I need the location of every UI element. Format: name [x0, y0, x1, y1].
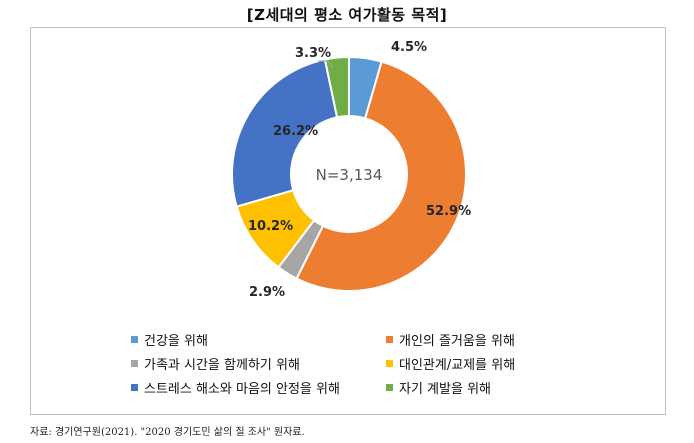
- legend-item: 건강을 위해: [131, 330, 208, 349]
- legend-swatch: [131, 336, 138, 343]
- donut-chart: 4.5% 52.9% 2.9% 10.2% 26.2% 3.3% N=3,134: [231, 40, 471, 300]
- donut-slice: [295, 60, 468, 292]
- data-label: 3.3%: [295, 46, 331, 61]
- leader-line: [318, 60, 334, 69]
- legend-swatch: [131, 360, 138, 367]
- center-label: N=3,134: [316, 166, 383, 184]
- legend-item: 개인의 즐거움을 위해: [386, 330, 515, 349]
- legend-label: 가족과 시간을 함께하기 위해: [144, 358, 300, 373]
- legend-item: 대인관계/교제를 위해: [386, 354, 515, 373]
- data-label: 26.2%: [273, 124, 318, 139]
- data-label: 52.9%: [426, 204, 471, 219]
- legend-label: 스트레스 해소와 마음의 안정을 위해: [144, 382, 340, 397]
- donut-slice: [323, 55, 350, 119]
- data-label: 10.2%: [248, 219, 293, 234]
- source-note: 자료: 경기연구원(2021). "2020 경기도민 삶의 질 조사" 원자료…: [30, 427, 305, 438]
- legend-item: 자기 계발을 위해: [386, 378, 491, 397]
- legend-label: 개인의 즐거움을 위해: [399, 334, 515, 349]
- legend-label: 자기 계발을 위해: [399, 382, 491, 397]
- legend-item: 스트레스 해소와 마음의 안정을 위해: [131, 378, 340, 397]
- legend-swatch: [386, 360, 393, 367]
- data-label: 4.5%: [391, 40, 427, 55]
- chart-title: [Z세대의 평소 여가활동 목적]: [246, 6, 448, 24]
- legend-swatch: [386, 384, 393, 391]
- data-label: 2.9%: [249, 285, 285, 300]
- chart-frame: 4.5% 52.9% 2.9% 10.2% 26.2% 3.3% N=3,134 건강을 위…: [30, 27, 666, 415]
- donut-slice: [231, 58, 339, 208]
- legend-label: 대인관계/교제를 위해: [399, 358, 516, 373]
- legend-item: 가족과 시간을 함께하기 위해: [131, 354, 300, 373]
- legend-label: 건강을 위해: [144, 334, 208, 349]
- legend-swatch: [131, 384, 138, 391]
- legend-swatch: [386, 336, 393, 343]
